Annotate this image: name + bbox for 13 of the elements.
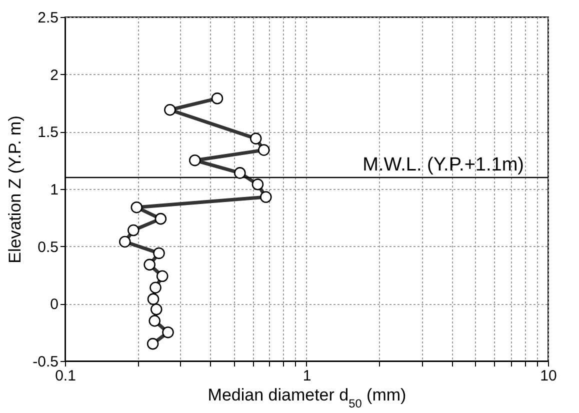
x-tick-label: 1	[302, 368, 312, 384]
x-tick-label: 10	[540, 368, 557, 384]
ref-line-label: M.W.L. (Y.P.+1.1m)	[362, 154, 524, 176]
y-axis-title: Elevation Z (Y.P. m)	[6, 116, 25, 264]
y-tick-label: 1	[50, 182, 58, 198]
y-tick-label: 0	[50, 296, 58, 314]
y-tick-label: 2	[50, 66, 58, 84]
x-axis-title: Median diameter d$_{50}$ (mm)	[208, 386, 406, 410]
y-tick-label: -0.5	[32, 354, 58, 370]
y-tick-label: 0.5	[38, 238, 58, 256]
y-tick-label: 2.5	[38, 10, 58, 26]
x-tick-label: 0.1	[55, 368, 76, 384]
y-tick-label: 1.5	[38, 124, 58, 142]
